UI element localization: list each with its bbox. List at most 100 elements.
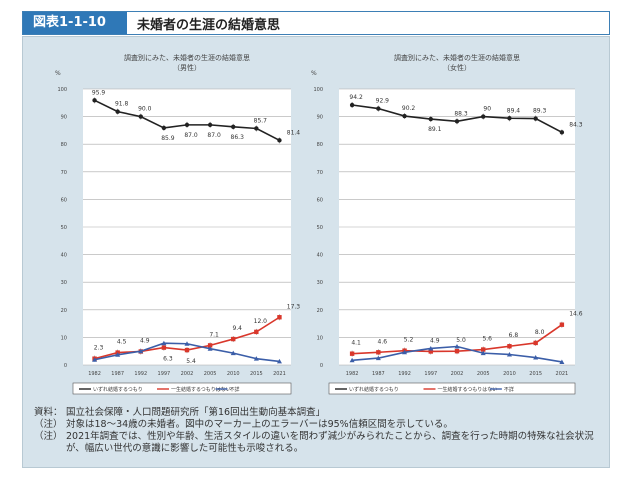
data-label: 4.9 (140, 337, 150, 344)
x-tick-label: 1992 (134, 371, 147, 377)
data-point (480, 350, 486, 356)
data-label: 89.3 (533, 108, 547, 115)
notes: 資料： 国立社会保障・人口問題研究所「第16回出生動向基本調査」 （注） 対象は18… (34, 407, 594, 455)
data-point (231, 124, 236, 130)
legend (72, 382, 292, 395)
y-tick-label: 80 (61, 142, 67, 148)
y-tick-label: 30 (317, 280, 323, 286)
data-point (277, 315, 282, 320)
data-point (231, 336, 236, 342)
chart-male: 調査別にみた、未婚者の生涯の結婚意思（男性）% 0 10 20 30 40 50 60 70 80… (55, 53, 301, 395)
data-point (92, 357, 98, 362)
data-point (375, 355, 381, 361)
y-tick-label: 0 (320, 363, 323, 369)
data-label: 87.0 (184, 132, 198, 139)
data-point (254, 329, 259, 335)
y-tick-label: 100 (57, 87, 67, 93)
data-point (533, 340, 538, 346)
data-point (207, 343, 213, 348)
data-label: 91.8 (115, 101, 129, 108)
data-point (115, 109, 120, 114)
data-point (138, 114, 143, 119)
data-point (402, 113, 407, 119)
x-tick-label: 1982 (88, 371, 101, 377)
y-tick-label: 10 (61, 335, 67, 341)
data-label: 12.0 (254, 318, 268, 325)
x-tick-label: 2015 (250, 371, 263, 377)
chart-panel: 調査別にみた、未婚者の生涯の結婚意思 （男性）% 0 10 20 30 40 50 60 70 80… (22, 36, 610, 468)
data-point (161, 345, 167, 350)
x-tick-label: 1987 (111, 371, 124, 377)
x-tick-label: 1997 (424, 371, 437, 377)
y-tick-label: 60 (61, 197, 67, 203)
y-tick-label: 30 (61, 280, 67, 286)
data-point (454, 349, 460, 354)
legend-label: 不詳 (504, 386, 514, 393)
x-tick-label: 1992 (398, 371, 411, 377)
data-label: 92.9 (376, 98, 390, 105)
y-tick-label: 90 (317, 115, 323, 121)
data-point (533, 116, 538, 121)
y-tick-label: 100 (313, 87, 323, 93)
data-point (184, 347, 190, 353)
x-tick-label: 2021 (273, 371, 286, 377)
data-label: 5.0 (456, 337, 466, 344)
data-point (428, 345, 434, 351)
data-point (276, 358, 282, 364)
data-point (349, 351, 355, 356)
data-point (533, 355, 539, 360)
data-point (559, 359, 565, 364)
x-tick-label: 2010 (227, 371, 240, 377)
figure-number: 図表1-1-10 (23, 12, 127, 34)
y-tick-label: 0 (64, 363, 67, 369)
x-tick-label: 1997 (158, 371, 171, 377)
data-label: 4.5 (117, 339, 127, 346)
data-label: 90.0 (138, 106, 152, 113)
data-label: 4.6 (378, 338, 388, 345)
data-label: 14.6 (569, 311, 583, 318)
y-axis-unit: % (55, 70, 61, 77)
figure-header: 図表1-1-10 未婚者の生涯の結婚意思 (22, 11, 610, 35)
x-tick-label: 2010 (503, 371, 516, 377)
data-point (207, 346, 213, 351)
data-point (161, 125, 167, 131)
data-label: 87.0 (207, 132, 221, 139)
data-label: 17.3 (287, 303, 301, 310)
data-point (454, 119, 460, 124)
data-point (349, 357, 355, 363)
data-label: 8.0 (535, 329, 545, 336)
data-label: 90 (483, 106, 491, 113)
y-tick-label: 40 (317, 253, 323, 259)
data-point (376, 350, 381, 355)
y-tick-label: 50 (61, 225, 67, 231)
data-point (481, 114, 486, 119)
data-label: 85.9 (161, 135, 175, 142)
x-tick-label: 2005 (477, 371, 490, 377)
chart-title: 調査別にみた、未婚者の生涯の結婚意思 (124, 53, 250, 62)
data-label: 6.8 (509, 332, 519, 339)
data-label: 94.2 (349, 94, 363, 101)
data-label: 7.1 (209, 331, 219, 338)
data-point (349, 102, 355, 108)
data-point (428, 349, 433, 354)
data-point (402, 349, 408, 355)
source-note: 資料： 国立社会保障・人口問題研究所「第16回出生動向基本調査」 (34, 407, 326, 418)
data-label: 84.3 (569, 121, 583, 128)
data-label: 89.1 (428, 126, 442, 133)
x-tick-label: 2021 (556, 371, 569, 377)
data-label: 5.4 (186, 358, 196, 365)
legend-label: いずれ結婚するつもり (93, 386, 143, 393)
data-point (454, 344, 460, 349)
data-point (506, 352, 512, 357)
data-label: 85.7 (254, 117, 268, 124)
data-point (481, 347, 486, 352)
data-label: 90.2 (402, 105, 416, 112)
data-label: 9.4 (232, 325, 242, 332)
data-point (507, 344, 512, 349)
y-tick-label: 50 (317, 225, 323, 231)
x-tick-label: 2002 (181, 371, 194, 377)
data-point (507, 116, 512, 121)
data-point (254, 126, 259, 131)
chart-subtitle: （男性） (173, 63, 201, 72)
